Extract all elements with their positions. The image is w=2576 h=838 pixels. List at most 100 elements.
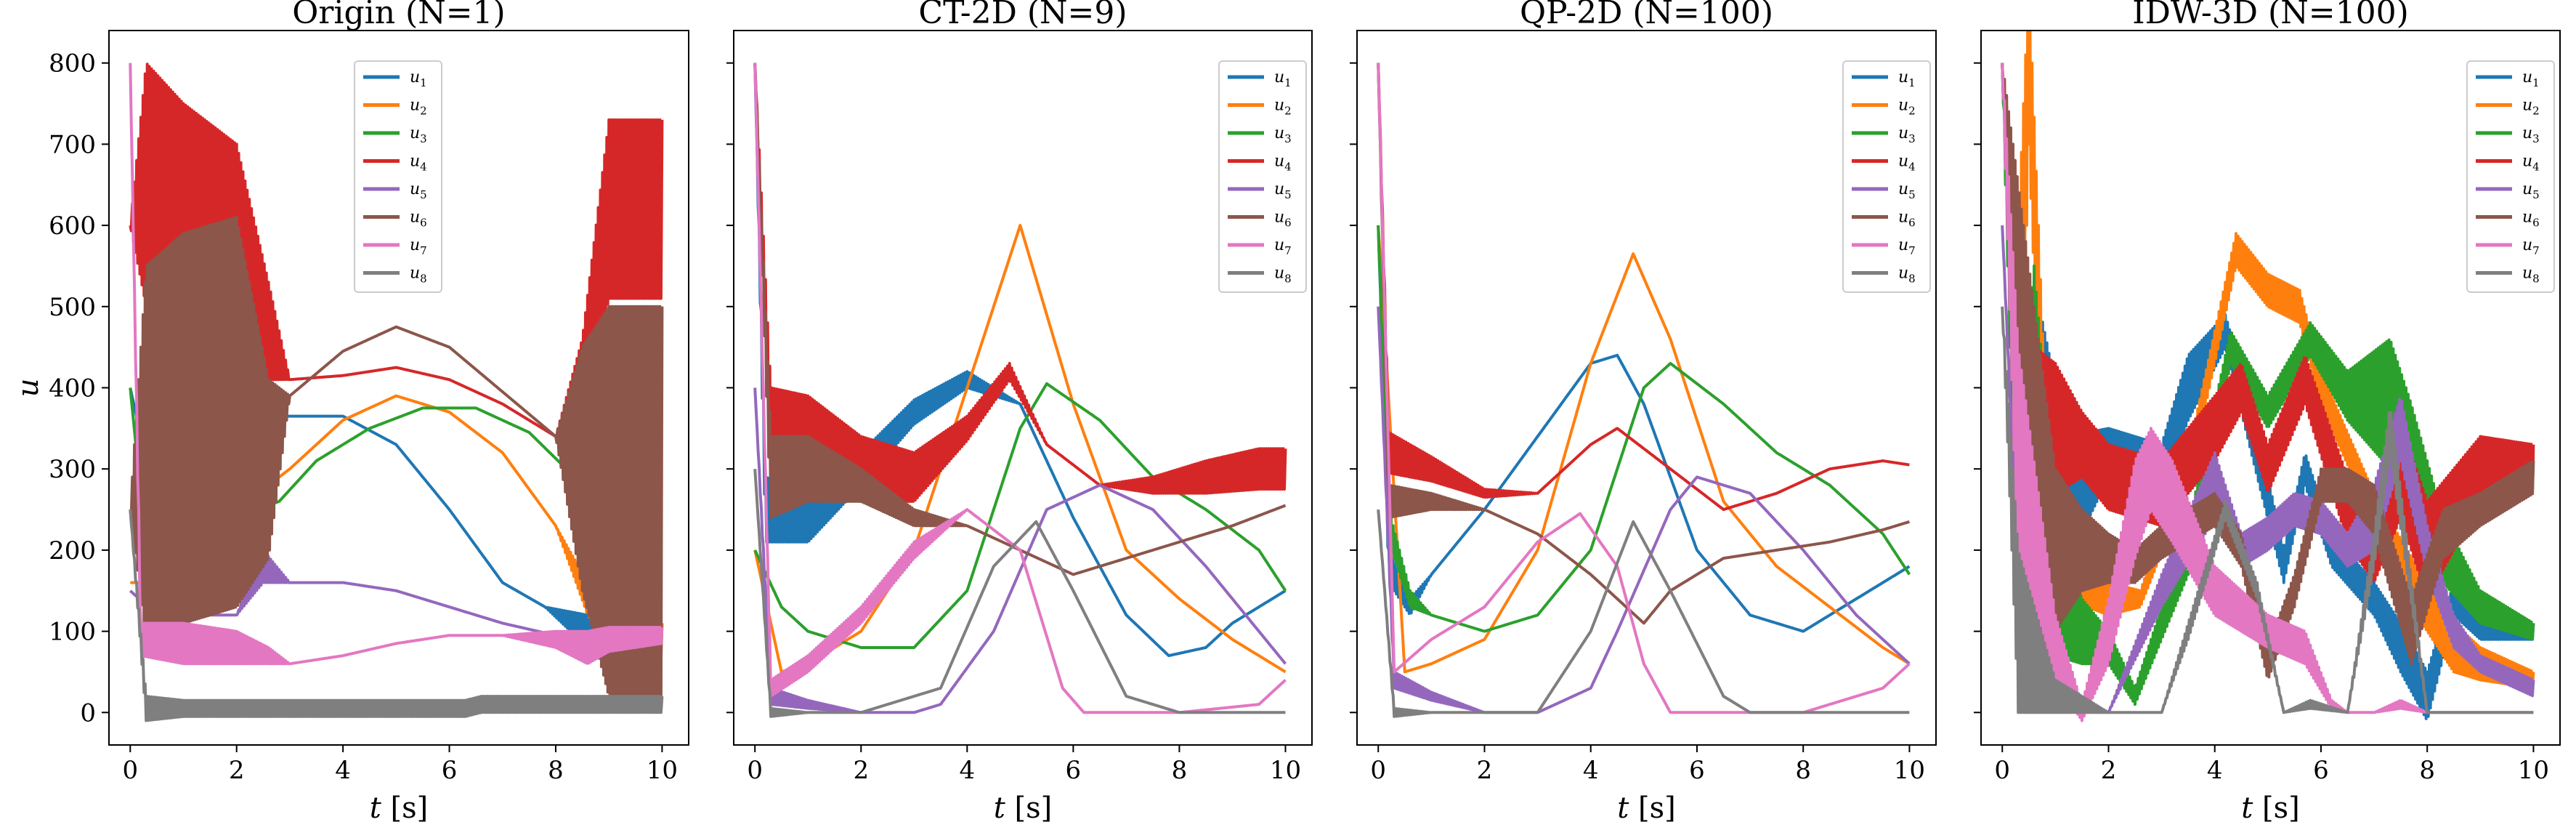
series-line-u8 [753,469,1286,718]
legend-label: u3 [1274,124,1292,145]
series-line-u6 [753,63,1287,576]
legend-label: u3 [1898,124,1916,145]
legend-label: u8 [2522,265,2540,286]
x-tick-label: 4 [2207,756,2223,785]
x-tick-label: 0 [1994,756,2010,785]
legend-label: u4 [410,153,427,174]
legend: u1 u2 u3 u4 u5 u6 u7 u8 [1218,60,1307,293]
legend-label: u8 [1274,265,1292,286]
legend-label: u4 [1898,153,1916,174]
legend-label: u2 [2522,97,2540,118]
y-tick-label: 500 [49,293,96,322]
x-tick-label: 10 [647,756,678,785]
series-line-u7 [753,63,1287,714]
y-tick-label: 200 [49,536,96,565]
legend: u1 u2 u3 u4 u5 u6 u7 u8 [354,60,442,293]
legend: u1 u2 u3 u4 u5 u6 u7 u8 [2466,60,2555,293]
x-tick-label: 0 [1370,756,1386,785]
series-line-u3 [1377,225,1911,633]
x-tick-label: 8 [548,756,564,785]
legend: u1 u2 u3 u4 u5 u6 u7 u8 [1842,60,1931,293]
legend-label: u7 [1898,236,1916,257]
series-line-u6 [129,215,664,698]
legend-label: u7 [1274,236,1292,257]
legend-label: u6 [410,209,427,230]
series-line-u8 [2001,306,2534,714]
legend-label: u5 [410,180,427,201]
legend-label: u1 [1898,68,1916,89]
y-tick-label: 800 [49,49,96,78]
x-tick-label: 4 [335,756,351,785]
x-tick-label: 4 [960,756,976,785]
x-tick-label: 6 [2313,756,2329,785]
series-line-u7 [129,63,664,666]
panel-title: IDW-3D (N=100) [2132,0,2409,31]
x-tick-label: 0 [122,756,138,785]
legend-box [2466,60,2555,293]
x-tick-label: 6 [1066,756,1082,785]
y-axis-label: u [12,379,45,398]
x-tick-label: 6 [442,756,458,785]
x-tick-label: 10 [1894,756,1925,785]
x-tick-label: 2 [2101,756,2117,785]
series-group [129,63,664,722]
legend-label: u2 [1274,97,1292,118]
x-tick-label: 8 [1172,756,1188,785]
legend-label: u1 [2522,68,2540,89]
legend-label: u6 [1274,209,1292,230]
series-line-u3 [753,382,1287,649]
y-tick-label: 300 [49,455,96,484]
x-tick-label: 6 [1689,756,1705,785]
panel-title: Origin (N=1) [292,0,505,31]
series-line-u8 [129,509,664,722]
legend-label: u3 [2522,124,2540,145]
y-tick-label: 400 [49,374,96,403]
legend-label: u3 [410,124,427,145]
series-line-u4 [753,63,1287,520]
legend-label: u2 [1898,97,1916,118]
y-tick-label: 100 [49,618,96,647]
legend-box [354,60,442,293]
x-axis-label: t [s] [2241,791,2300,825]
legend-label: u5 [1274,180,1292,201]
series-line-u5 [753,387,1287,714]
x-tick-label: 8 [2419,756,2435,785]
x-tick-label: 4 [1583,756,1599,785]
x-axis-label: t [s] [370,791,429,825]
series-line-u8 [1377,509,1910,718]
x-tick-label: 8 [1795,756,1811,785]
legend-label: u8 [410,265,427,286]
y-tick-label: 0 [80,698,96,728]
y-tick-label: 600 [49,211,96,241]
panel-4: 0 2 4 6 8 10 IDW-3D (N=100) t [s] u1 u2 u3 u4 u5 u6 u7… [1974,0,2561,825]
x-tick-label: 0 [747,756,763,785]
legend-label: u6 [1898,209,1916,230]
x-tick-label: 10 [2518,756,2549,785]
series-group [753,63,1287,718]
panel-title: CT-2D (N=9) [918,0,1127,31]
series-group [1377,63,1911,718]
legend-box [1842,60,1931,293]
x-tick-label: 2 [853,756,869,785]
x-axis-label: t [s] [1617,791,1676,825]
legend-label: u5 [1898,180,1916,201]
series-line-u7 [1377,63,1911,714]
y-tick-label: 700 [49,130,96,159]
series-line-u4 [1377,63,1910,512]
legend-label: u4 [2522,153,2540,174]
panel-2: 0 2 4 6 8 10 CT-2D (N=9) t [s] u1 u2 u3 u4 u5 u6 u7 u8 [726,0,1313,825]
panel-title: QP-2D (N=100) [1520,0,1773,31]
x-tick-label: 10 [1270,756,1301,785]
legend-label: u5 [2522,180,2540,201]
series-line-u1 [1377,225,1911,633]
x-tick-label: 2 [229,756,245,785]
legend-label: u7 [2522,236,2540,257]
series-line-u6 [1377,63,1911,625]
series-line-u5 [1377,306,1911,714]
legend-label: u4 [1274,153,1292,174]
legend-label: u6 [2522,209,2540,230]
legend-label: u2 [410,97,427,118]
